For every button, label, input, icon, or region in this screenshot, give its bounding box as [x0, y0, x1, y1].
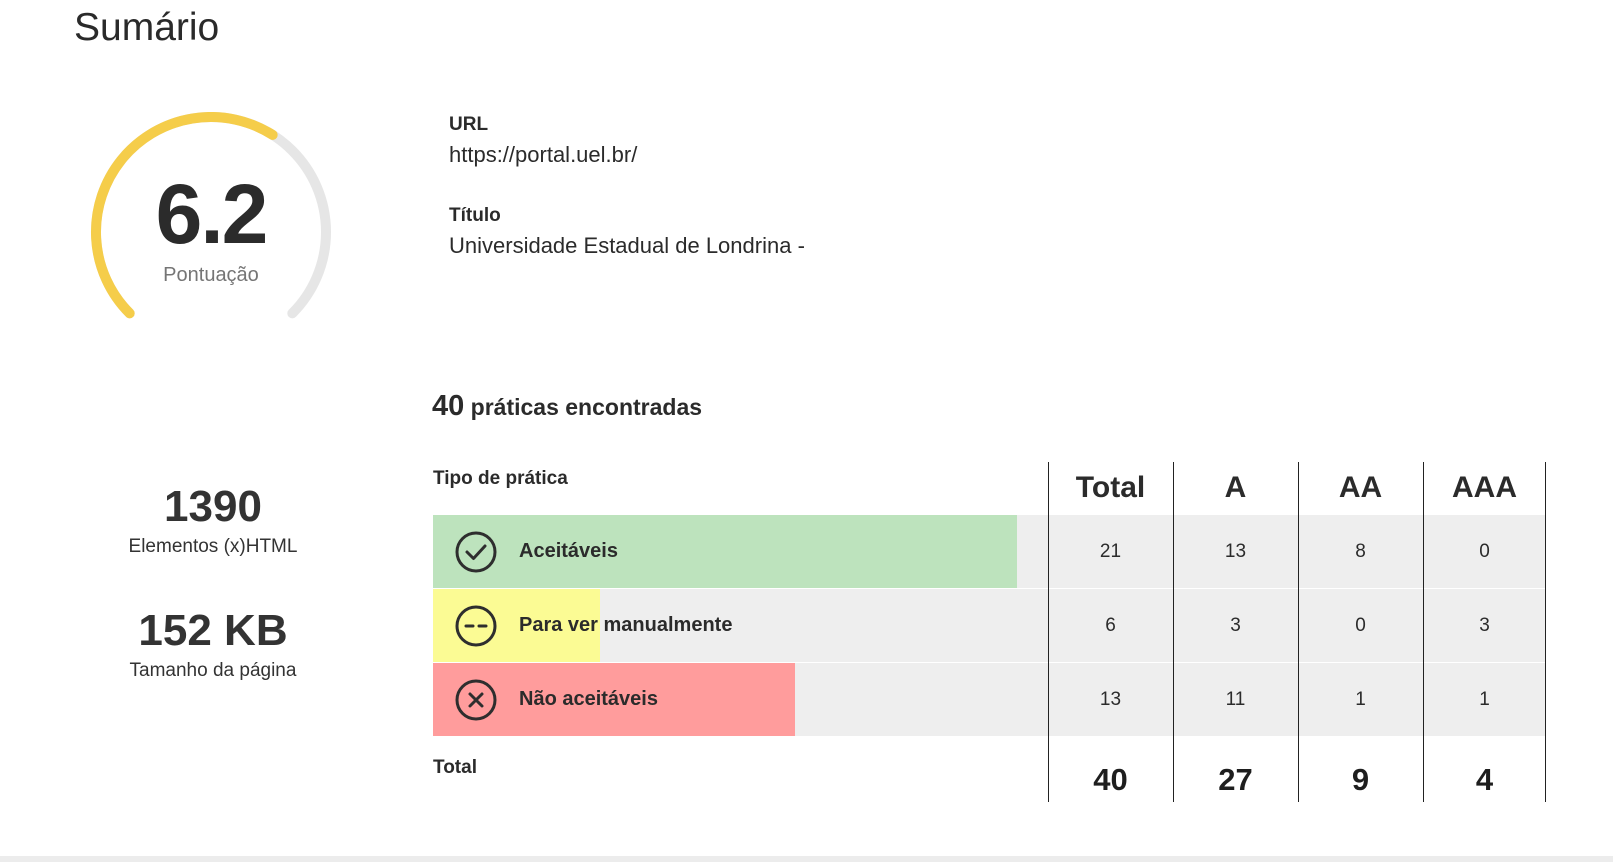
page-size-stat: 152 KB Tamanho da página [86, 606, 340, 682]
practice-row-manual: Para ver manualmente 6 3 0 3 [433, 589, 1546, 662]
practice-row-acceptable: Aceitáveis 21 13 8 0 [433, 515, 1546, 588]
row-aa-cell: 0 [1355, 615, 1366, 636]
row-label: Não aceitáveis [519, 688, 658, 710]
practices-found-heading: 40 práticas encontradas [432, 390, 702, 423]
row-aa-cell: 1 [1355, 689, 1366, 710]
column-divider [1545, 462, 1546, 802]
title-info: Título Universidade Estadual de Londrina… [449, 205, 805, 259]
url-value: https://portal.uel.br/ [449, 142, 638, 167]
x-circle-icon [455, 679, 497, 721]
practice-row-not-acceptable: Não aceitáveis 13 11 1 1 [433, 663, 1546, 736]
row-bar [433, 663, 795, 736]
title-value: Universidade Estadual de Londrina - [449, 233, 805, 258]
practices-count: 40 [432, 390, 465, 422]
row-a-cell: 11 [1225, 689, 1246, 710]
neutral-face-icon [455, 605, 497, 647]
elements-label: Elementos (x)HTML [128, 536, 298, 557]
aa-column-header: AA [1338, 471, 1383, 504]
row-aa-cell: 8 [1355, 541, 1366, 562]
bottom-divider [0, 856, 1613, 862]
practices-text: práticas encontradas [464, 394, 703, 420]
score-gauge: 6.2 Pontuação [86, 112, 336, 327]
total-a-cell: 27 [1218, 762, 1253, 797]
row-aaa-cell: 0 [1479, 541, 1490, 562]
total-column-header: Total [1075, 471, 1146, 504]
row-total-cell: 6 [1105, 615, 1116, 636]
grand-total-cell: 40 [1093, 762, 1128, 797]
gauge-ring [90, 112, 331, 319]
page-size-value: 152 KB [138, 606, 288, 655]
column-divider [1048, 462, 1049, 802]
row-aaa-cell: 1 [1479, 689, 1490, 710]
gauge-fill [90, 112, 278, 319]
row-aaa-cell: 3 [1479, 615, 1490, 636]
row-a-cell: 3 [1230, 615, 1241, 636]
a-column-header: A [1224, 471, 1247, 504]
url-info: URL https://portal.uel.br/ [449, 114, 637, 168]
elements-stat: 1390 Elementos (x)HTML [86, 482, 340, 558]
title-label: Título [449, 205, 501, 226]
column-divider [1173, 462, 1174, 802]
row-label: Para ver manualmente [519, 614, 733, 636]
row-a-cell: 13 [1224, 541, 1247, 562]
total-aaa-cell: 4 [1475, 762, 1494, 797]
row-label: Aceitáveis [519, 540, 618, 562]
check-circle-icon [455, 531, 497, 573]
page-title: Sumário [74, 6, 220, 49]
column-divider [1423, 462, 1424, 802]
row-total-cell: 13 [1099, 689, 1122, 710]
total-aa-cell: 9 [1351, 762, 1370, 797]
page-size-label: Tamanho da página [129, 660, 297, 681]
type-column-header: Tipo de prática [433, 468, 568, 489]
elements-count: 1390 [164, 482, 262, 531]
row-total-cell: 21 [1099, 541, 1122, 562]
url-label: URL [449, 114, 489, 135]
score-value: 6.2 [155, 167, 269, 261]
aaa-column-header: AAA [1452, 471, 1517, 504]
row-bar [433, 589, 600, 662]
row-bar [433, 515, 1018, 588]
total-row-label: Total [433, 757, 477, 778]
score-label: Pontuação [163, 264, 259, 286]
column-divider [1298, 462, 1299, 802]
